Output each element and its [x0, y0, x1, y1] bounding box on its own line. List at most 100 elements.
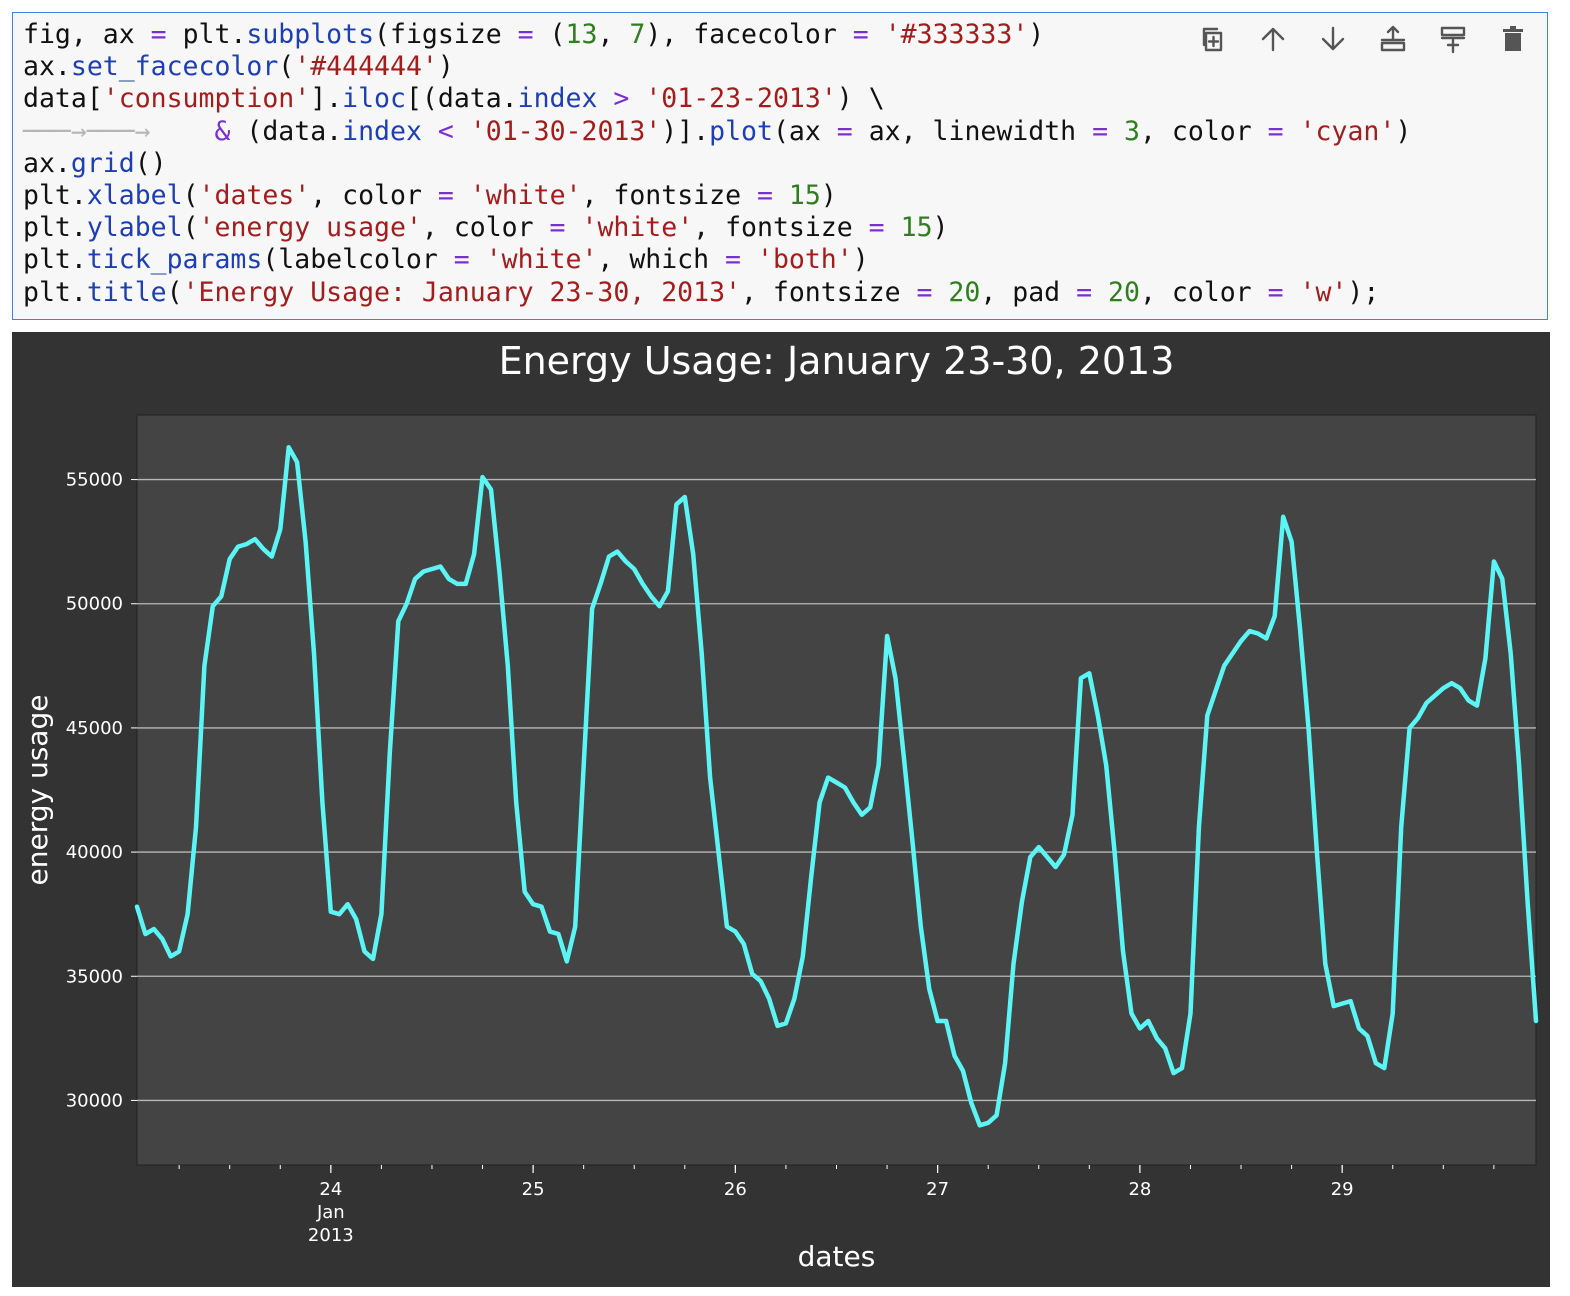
code-token: '01-23-2013': [645, 83, 837, 115]
code-token: =: [437, 179, 454, 211]
x-tick-sublabel: Jan: [316, 1202, 345, 1223]
code-editor[interactable]: fig, ax = plt.subplots(figsize = (13, 7)…: [23, 19, 1411, 309]
code-line: plt.xlabel('dates', color = 'white', fon…: [23, 180, 1411, 212]
chart-title: Energy Usage: January 23-30, 2013: [499, 339, 1175, 383]
code-token: '#333333': [884, 19, 1029, 50]
code-token: [1284, 277, 1300, 308]
code-line: fig, ax = plt.subplots(figsize = (13, 7)…: [23, 19, 1411, 51]
code-token: 'cyan': [1299, 115, 1396, 147]
code-token: 'energy usage': [198, 212, 422, 244]
code-token: ): [437, 51, 454, 83]
code-token: xlabel: [86, 179, 183, 211]
code-token: [597, 83, 613, 114]
code-token: , fontsize: [693, 212, 869, 244]
code-token: , color: [421, 212, 550, 244]
x-tick-label: 29: [1331, 1179, 1354, 1200]
x-tick-label: 28: [1128, 1179, 1151, 1200]
code-token: ): [932, 212, 949, 244]
code-token: 3: [1124, 115, 1140, 147]
code-token: 'both': [756, 244, 853, 276]
code-token: ylabel: [86, 212, 183, 244]
code-token: &: [214, 115, 231, 147]
code-token: , fontsize: [740, 276, 917, 308]
code-token: 'w': [1299, 276, 1348, 308]
x-tick-label: 26: [724, 1179, 747, 1200]
code-token: [422, 116, 438, 147]
x-tick-sublabel: 2013: [308, 1225, 354, 1246]
code-cell[interactable]: fig, ax = plt.subplots(figsize = (13, 7)…: [12, 12, 1548, 320]
code-token: ): [1395, 115, 1412, 147]
code-token: [629, 83, 645, 114]
code-token: tick_params: [86, 244, 263, 276]
code-token: =: [836, 115, 853, 147]
code-token: 15: [788, 179, 821, 211]
code-token: =: [1267, 276, 1284, 308]
code-token: [773, 180, 789, 211]
code-token: =: [1267, 115, 1284, 147]
plot-area: [136, 414, 1537, 1166]
code-token: =: [756, 179, 773, 211]
code-token: [741, 244, 757, 275]
code-token: =: [150, 19, 167, 50]
code-line: plt.title('Energy Usage: January 23-30, …: [23, 277, 1411, 309]
code-token: [1108, 116, 1124, 147]
arrow-up-icon: [1258, 24, 1288, 58]
code-line: plt.tick_params(labelcolor = 'white', wh…: [23, 244, 1411, 276]
code-token: 'white': [485, 244, 598, 276]
y-tick-label: 40000: [66, 842, 123, 863]
code-token: , fontsize: [581, 179, 757, 211]
code-token: (: [166, 276, 183, 308]
code-token: ): [1028, 19, 1045, 50]
code-token: ax, linewidth: [852, 115, 1093, 147]
arrow-down-icon: [1318, 24, 1348, 58]
cell-toolbar: [1189, 21, 1537, 61]
move-down-button[interactable]: [1309, 21, 1357, 61]
code-token: 'white': [469, 179, 582, 211]
delete-cell-button[interactable]: [1489, 21, 1537, 61]
y-tick-label: 55000: [66, 470, 123, 491]
code-token: , pad: [980, 276, 1077, 308]
code-token: plt.: [23, 276, 87, 308]
code-token: fig, ax: [23, 19, 151, 50]
code-token: 15: [900, 212, 933, 244]
insert-below-button[interactable]: [1429, 21, 1477, 61]
code-token: (: [278, 51, 295, 83]
code-token: , color: [1140, 115, 1268, 147]
code-token: 'Energy Usage: January 23-30, 2013': [182, 276, 741, 308]
code-token: '#444444': [294, 51, 438, 83]
code-token: [885, 212, 901, 243]
code-line: ax.set_facecolor('#444444'): [23, 51, 1411, 83]
code-token: =: [868, 212, 885, 244]
move-up-button[interactable]: [1249, 21, 1297, 61]
code-token: [869, 19, 885, 50]
code-token: data[: [23, 83, 103, 115]
code-token: ax.: [23, 147, 71, 179]
code-token: ) \: [836, 83, 885, 115]
code-token: [932, 277, 948, 308]
code-token: =: [916, 276, 933, 308]
code-token: (: [533, 19, 566, 50]
code-token: 13: [565, 19, 598, 50]
code-token: , which: [597, 244, 726, 276]
x-tick-label: 25: [522, 1179, 545, 1200]
x-tick-label: 24: [319, 1179, 342, 1200]
code-token: (data.: [230, 115, 343, 147]
code-token: 20: [1108, 276, 1140, 308]
y-tick-label: 35000: [66, 966, 123, 987]
code-token: <: [437, 115, 454, 147]
insert-above-button[interactable]: [1369, 21, 1417, 61]
code-token: index: [342, 115, 422, 147]
duplicate-cell-button[interactable]: [1189, 21, 1237, 61]
code-token: plt.: [23, 212, 87, 244]
code-token: (figsize: [374, 19, 518, 50]
code-token: =: [517, 19, 534, 50]
code-line: ax.grid(): [23, 148, 1411, 180]
y-tick-label: 50000: [66, 594, 123, 615]
code-token: ].: [310, 83, 343, 115]
x-tick-label: 27: [926, 1179, 949, 1200]
code-token: [470, 244, 486, 275]
code-token: plt.: [23, 244, 87, 276]
code-token: , color: [310, 179, 438, 211]
code-token: subplots: [246, 19, 375, 50]
